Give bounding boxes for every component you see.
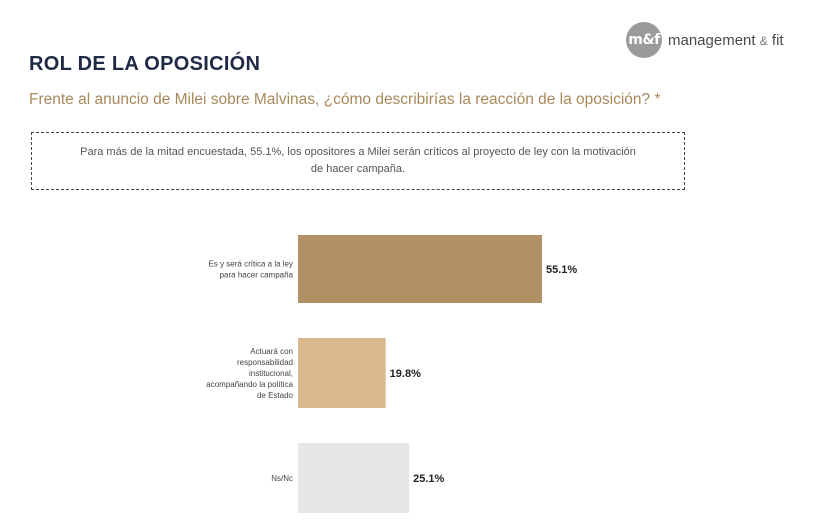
brand-name-main: management <box>668 31 756 49</box>
summary-note-text: Para más de la mitad encuestada, 55.1%, … <box>80 146 636 175</box>
category-label: Ns/Nc <box>271 474 293 483</box>
survey-question: Frente al anuncio de Milei sobre Malvina… <box>29 91 661 108</box>
bar-value-label: 25.1% <box>413 473 444 485</box>
bar <box>298 338 386 408</box>
category-label: Actuará con responsabilidad institucional,… <box>206 347 293 400</box>
page-title: ROL DE LA OPOSICIÓN <box>29 53 261 75</box>
bar <box>298 235 542 303</box>
category-label-line: Ns/Nc <box>271 474 293 483</box>
category-label-line: para hacer campaña <box>220 271 294 280</box>
brand-logo: m&f management & fit <box>626 22 784 58</box>
brand-name-suffix: fit <box>771 31 784 49</box>
category-label-line: responsabilidad <box>237 358 293 367</box>
bar-value-label: 55.1% <box>546 264 577 276</box>
category-label-line: institucional, <box>249 369 293 378</box>
bar-value-label: 19.8% <box>390 368 421 380</box>
category-label-line: de Estado <box>257 391 294 400</box>
brand-name-amp: & <box>759 33 768 48</box>
category-label-line: Actuará con <box>250 347 293 356</box>
brand-mark: m&f <box>626 22 662 58</box>
category-label: Es y será crítica a la ley para hacer cam… <box>209 260 294 280</box>
bar <box>298 443 410 513</box>
brand-name: management & fit <box>668 32 784 49</box>
summary-note: Para más de la mitad encuestada, 55.1%, … <box>31 132 685 190</box>
category-label-line: Es y será crítica a la ley <box>209 260 293 269</box>
category-label-line: acompañando la política <box>206 380 293 389</box>
